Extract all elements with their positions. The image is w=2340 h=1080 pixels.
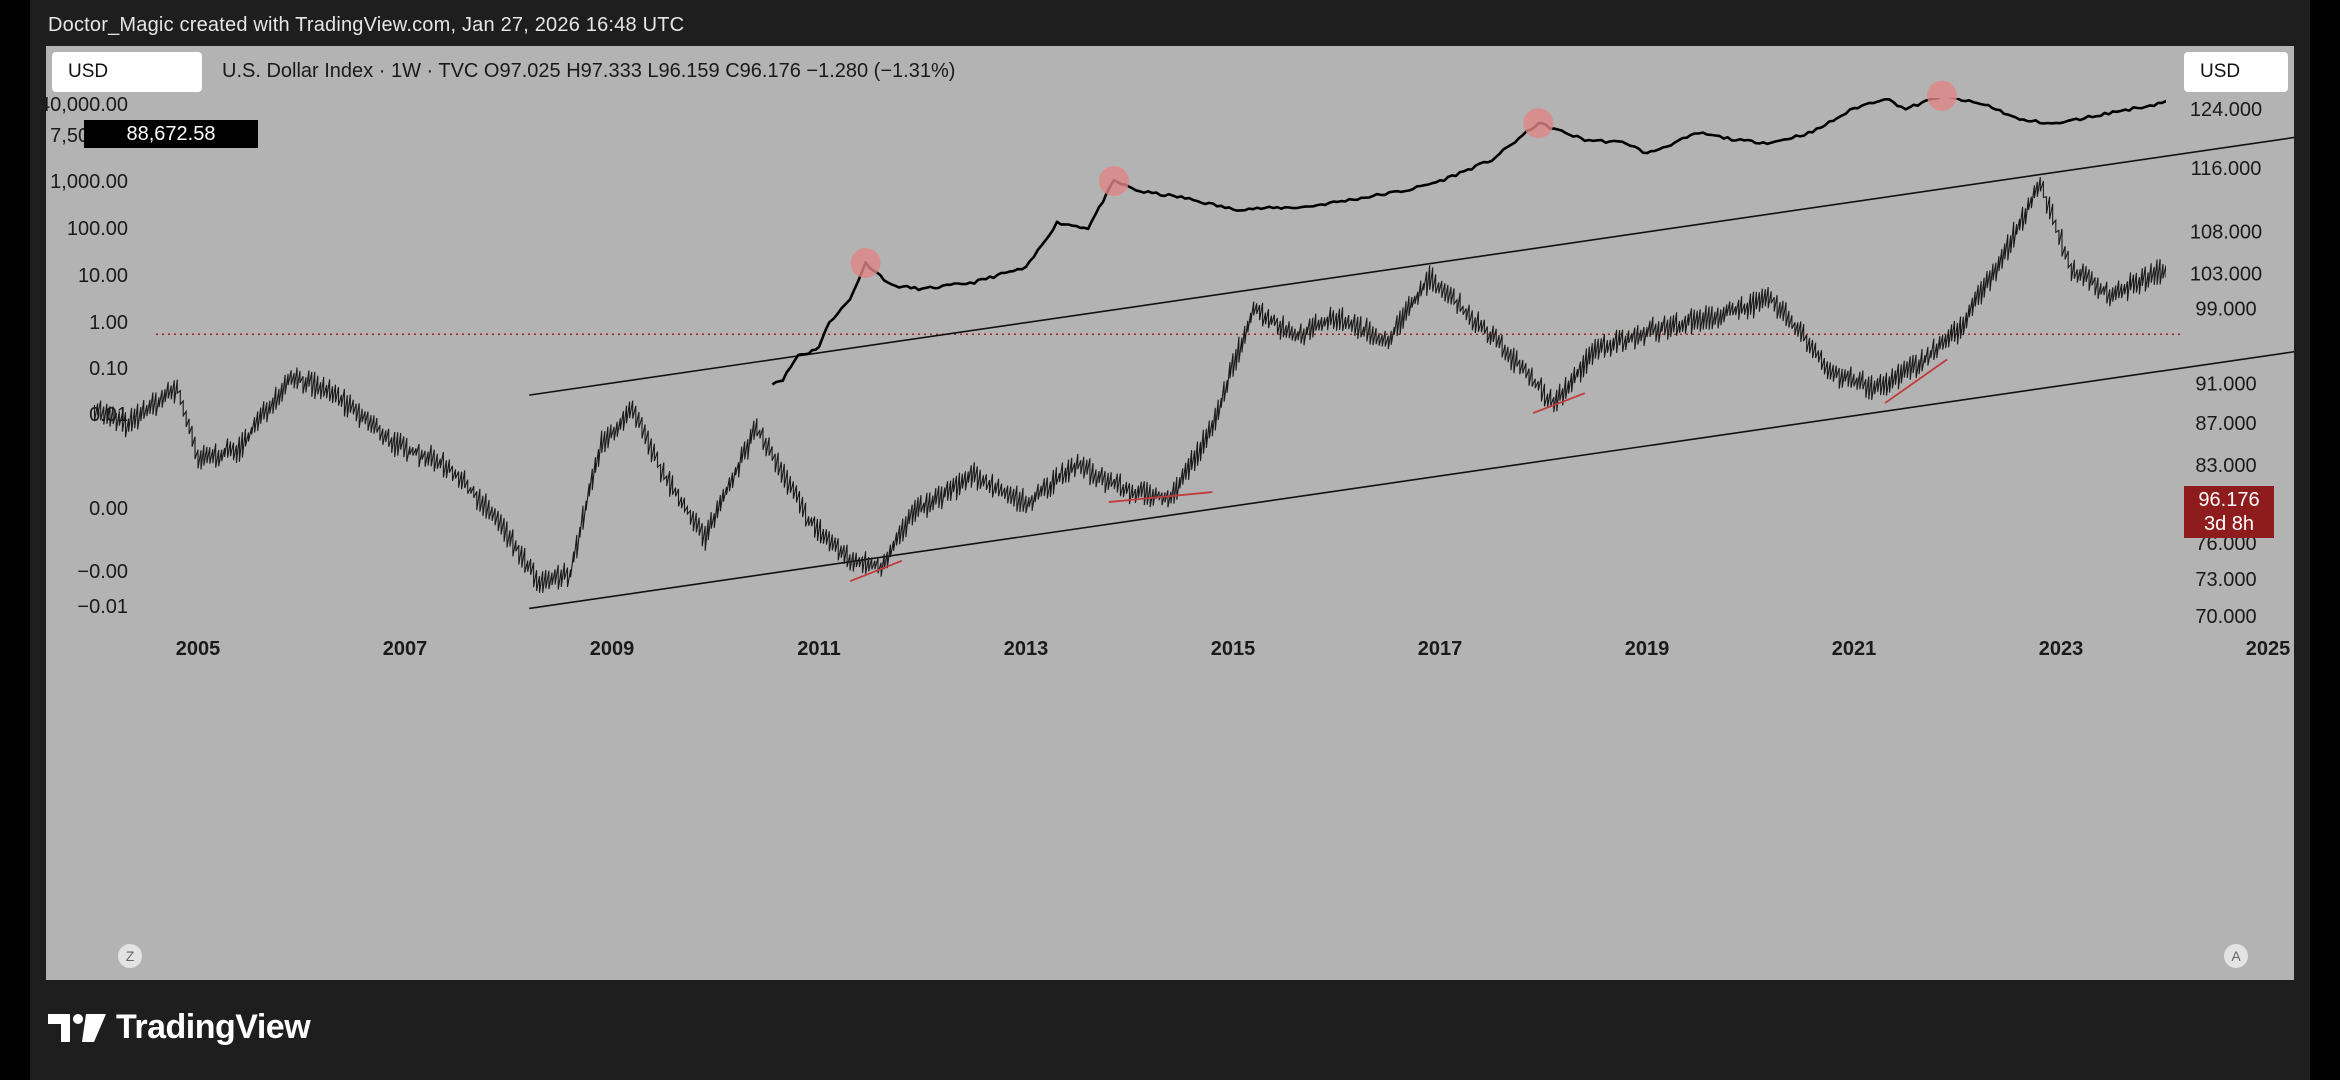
support-mark	[1884, 358, 1948, 404]
symbol-info-legend: U.S. Dollar Index · 1W · TVC O97.025 H97…	[222, 60, 956, 82]
cycle-top-highlight	[1926, 80, 1957, 111]
x-axis-tick: 2023	[2039, 638, 2084, 660]
right-axis-tick: 83.000	[2195, 455, 2256, 477]
cycle-top-highlight	[1523, 108, 1554, 139]
support-mark	[1532, 392, 1586, 414]
cycle-top-highlight	[850, 248, 881, 279]
currency-selector-right[interactable]: USD	[2184, 52, 2288, 92]
support-mark	[849, 559, 903, 583]
currency-selector-left[interactable]: USD	[52, 52, 202, 92]
tradingview-logo-text: TradingView	[116, 1008, 311, 1046]
channel-line	[529, 350, 2294, 610]
x-axis-tick: 2021	[1832, 638, 1877, 660]
right-axis-tick: 87.000	[2195, 413, 2256, 435]
left-axis-tick: 1.00	[89, 312, 128, 334]
cycle-top-highlight	[1098, 166, 1129, 196]
x-axis-tick: 2011	[797, 638, 840, 660]
channel-line	[529, 136, 2294, 396]
right-axis-tick: 70.000	[2195, 606, 2256, 628]
left-axis-tick: 10.00	[78, 265, 128, 287]
chart-canvas[interactable]: 40,000.007,500.001,000.00100.0010.001.00…	[46, 46, 2294, 980]
x-axis-tick: 2013	[1004, 638, 1049, 660]
left-axis-tick: 100.00	[67, 218, 128, 240]
support-mark	[1108, 491, 1213, 503]
bar-countdown: 3d 8h	[2203, 513, 2255, 535]
tradingview-logo: TradingView	[48, 1008, 311, 1047]
x-axis-tick: 2015	[1211, 638, 1256, 660]
left-axis-tick: −0.00	[77, 561, 128, 583]
right-axis-tick: 99.000	[2195, 299, 2256, 321]
chart-panel[interactable]: 40,000.007,500.001,000.00100.0010.001.00…	[46, 46, 2294, 980]
left-axis-tick: 0.00	[89, 498, 128, 520]
right-axis-tick: 76.000	[2195, 533, 2256, 555]
auto-scale-button[interactable]: A	[2224, 944, 2248, 968]
zoom-scale-button[interactable]: Z	[118, 944, 142, 968]
right-axis-tick: 124.000	[2190, 99, 2262, 121]
x-axis-tick: 2025	[2246, 638, 2291, 660]
btc-series-line	[771, 98, 2166, 386]
right-axis-tick: 108.000	[2190, 221, 2262, 243]
tradingview-logo-icon	[48, 1013, 106, 1042]
right-axis-tick: 73.000	[2195, 569, 2256, 591]
x-axis-tick: 2007	[383, 638, 428, 660]
x-axis-tick: 2005	[176, 638, 221, 660]
dxy-last-price-value: 96.176	[2198, 489, 2260, 511]
dxy-series-line	[93, 177, 2166, 593]
right-axis-tick: 116.000	[2191, 158, 2262, 180]
left-axis-tick: −0.01	[77, 596, 128, 618]
right-axis-tick: 91.000	[2195, 373, 2256, 395]
x-axis-tick: 2017	[1418, 638, 1463, 660]
attribution-header: Doctor_Magic created with TradingView.co…	[48, 14, 685, 36]
left-axis-tick: 1,000.00	[50, 171, 128, 193]
btc-last-price-label: 88,672.58	[84, 120, 258, 148]
x-axis-tick: 2009	[590, 638, 635, 660]
x-axis-tick: 2019	[1625, 638, 1670, 660]
right-axis-tick: 103.000	[2190, 264, 2262, 286]
dxy-last-price-label: 96.176 3d 8h	[2184, 486, 2274, 538]
left-axis-tick: 40,000.00	[46, 94, 128, 116]
left-axis-tick: 0.10	[89, 358, 128, 380]
